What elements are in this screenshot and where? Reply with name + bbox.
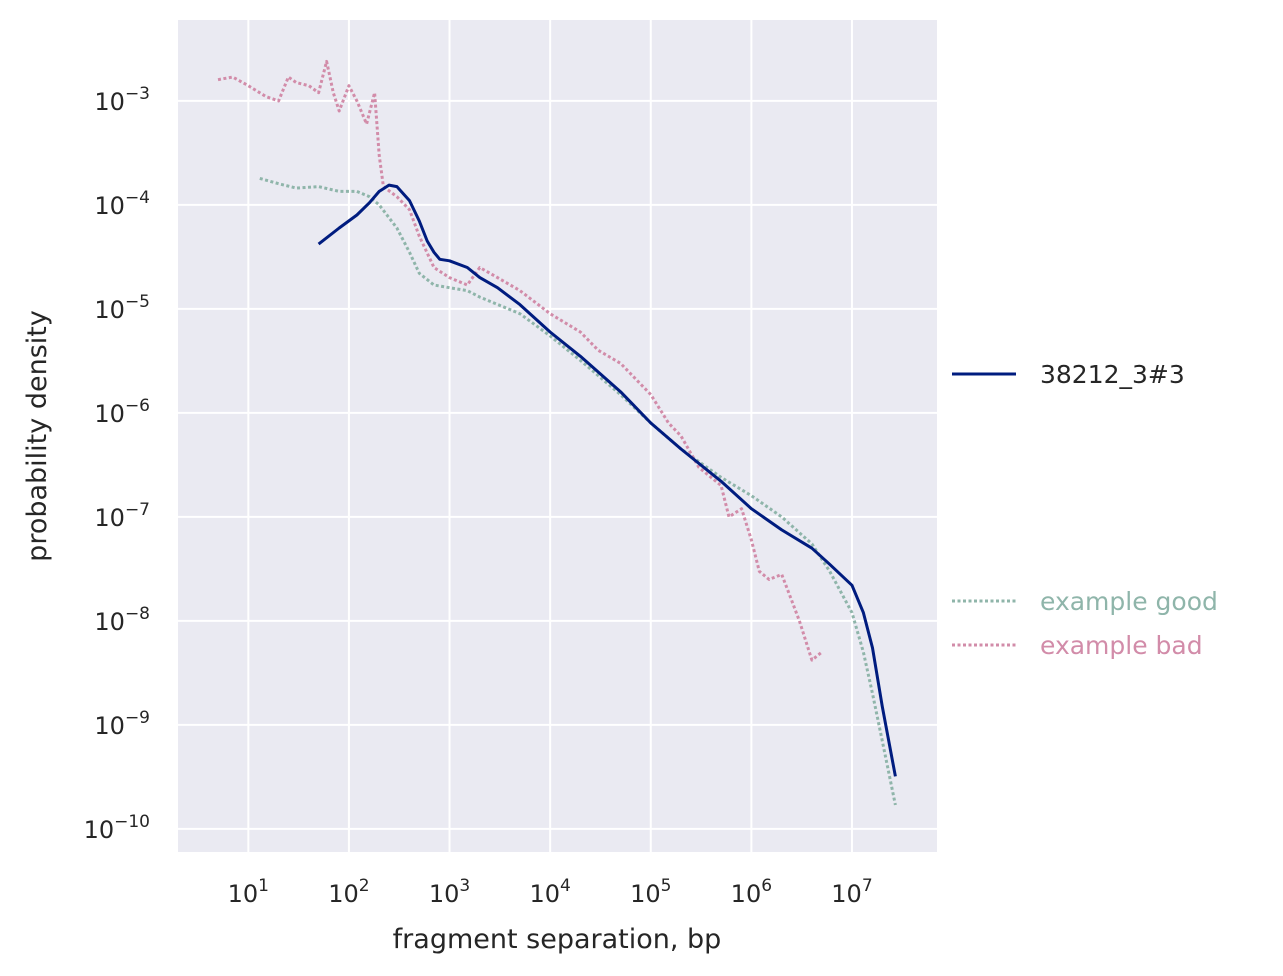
y-tick-label: 10−7 xyxy=(94,500,150,532)
x-tick-label: 103 xyxy=(429,876,470,908)
x-tick-label: 104 xyxy=(529,876,570,908)
x-tick-base: 10 xyxy=(630,880,661,908)
y-tick-exponent: −8 xyxy=(125,604,150,624)
x-tick-base: 10 xyxy=(328,880,359,908)
y-tick-label: 10−9 xyxy=(94,708,150,740)
x-tick-exponent: 1 xyxy=(258,876,269,896)
y-tick-base: 10 xyxy=(84,816,115,844)
y-tick-label: 10−3 xyxy=(94,84,150,116)
y-tick-label: 10−5 xyxy=(94,292,150,324)
x-tick-exponent: 2 xyxy=(359,876,370,896)
x-tick-label: 105 xyxy=(630,876,671,908)
x-tick-label: 102 xyxy=(328,876,369,908)
x-tick-label: 107 xyxy=(831,876,872,908)
legend-label: example bad xyxy=(1040,631,1203,660)
x-tick-base: 10 xyxy=(429,880,460,908)
y-axis-label: probability density xyxy=(22,310,53,562)
y-tick-exponent: −5 xyxy=(125,292,150,312)
y-tick-label: 10−6 xyxy=(94,396,150,428)
series-line-example-good xyxy=(259,176,897,806)
y-tick-exponent: −4 xyxy=(125,188,150,208)
y-tick-base: 10 xyxy=(94,88,125,116)
x-tick-exponent: 4 xyxy=(560,876,571,896)
x-tick-labels: 101 102 103 104 105 106 107 xyxy=(228,876,873,908)
x-tick-exponent: 6 xyxy=(761,876,772,896)
y-tick-label: 10−10 xyxy=(84,812,150,844)
y-tick-exponent: −6 xyxy=(125,396,150,416)
legend-label: 38212_3#3 xyxy=(1040,360,1185,389)
y-tick-exponent: −7 xyxy=(125,500,150,520)
x-tick-label: 101 xyxy=(228,876,269,908)
x-tick-exponent: 7 xyxy=(862,876,873,896)
y-tick-base: 10 xyxy=(94,608,125,636)
y-tick-label: 10−8 xyxy=(94,604,150,636)
y-tick-labels: 10−310−410−510−610−710−810−910−10 xyxy=(84,84,150,844)
x-tick-base: 10 xyxy=(831,880,862,908)
y-tick-base: 10 xyxy=(94,400,125,428)
y-tick-base: 10 xyxy=(94,712,125,740)
series-layer xyxy=(217,59,897,806)
legend-label: example good xyxy=(1040,587,1218,616)
y-tick-base: 10 xyxy=(94,296,125,324)
grid-lines xyxy=(178,20,937,852)
y-tick-exponent: −10 xyxy=(114,812,150,832)
y-tick-exponent: −3 xyxy=(125,84,150,104)
x-tick-base: 10 xyxy=(228,880,259,908)
y-tick-base: 10 xyxy=(94,504,125,532)
x-tick-base: 10 xyxy=(731,880,762,908)
plot-background xyxy=(178,20,937,852)
series-line-example-bad xyxy=(217,59,823,662)
x-tick-exponent: 5 xyxy=(661,876,672,896)
x-tick-label: 106 xyxy=(731,876,772,908)
x-tick-base: 10 xyxy=(529,880,560,908)
y-tick-base: 10 xyxy=(94,192,125,220)
series-line-38212-3-3 xyxy=(317,183,897,777)
x-tick-exponent: 3 xyxy=(459,876,470,896)
x-axis-label: fragment separation, bp xyxy=(393,924,722,955)
y-tick-label: 10−4 xyxy=(94,188,150,220)
y-tick-exponent: −9 xyxy=(125,708,150,728)
